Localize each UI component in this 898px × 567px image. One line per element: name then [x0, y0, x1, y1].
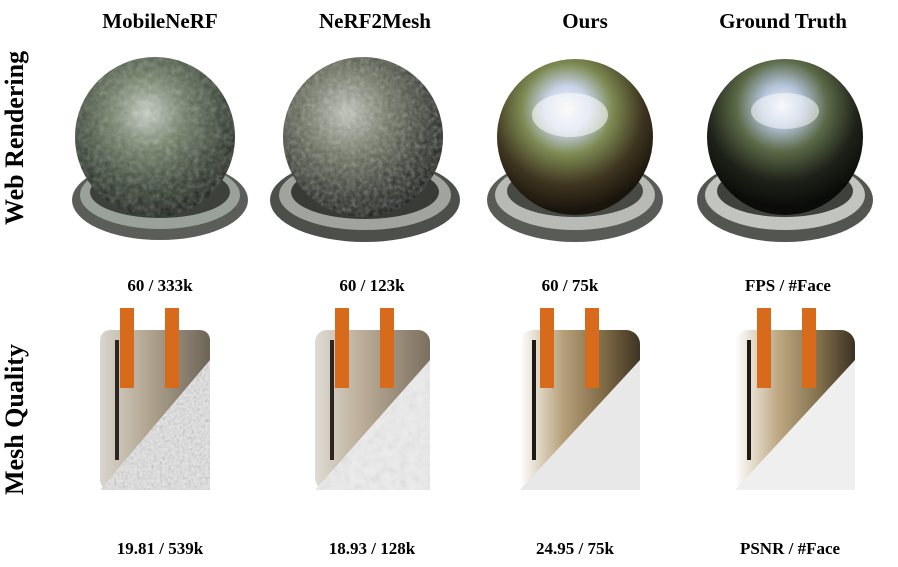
- metric-ours-psnr-faces: 24.95 / 75k: [536, 539, 614, 558]
- column-header-mobilenerf: MobileNeRF: [102, 9, 218, 33]
- row-label-web-rendering: Web Rendering: [0, 50, 29, 225]
- row-label-mesh-quality: Mesh Quality: [0, 344, 29, 495]
- metric-ours-fps-faces: 60 / 75k: [541, 276, 599, 295]
- metric-mobilenerf-psnr-faces: 19.81 / 539k: [116, 539, 204, 558]
- sphere-render-nerf2mesh: [265, 45, 465, 255]
- metric-nerf2mesh-psnr-faces: 18.93 / 128k: [328, 539, 416, 558]
- metric-legend-fps-faces: FPS / #Face: [745, 276, 831, 295]
- toaster-mesh-mobilenerf: [80, 300, 280, 510]
- toaster-mesh-nerf2mesh: [300, 300, 500, 510]
- sphere-render-ground-truth: [685, 45, 885, 255]
- metric-nerf2mesh-fps-faces: 60 / 123k: [339, 276, 405, 295]
- metric-mobilenerf-fps-faces: 60 / 333k: [127, 276, 193, 295]
- metric-legend-psnr-faces: PSNR / #Face: [739, 539, 841, 558]
- sphere-render-mobilenerf: [55, 45, 255, 255]
- sphere-render-ours: [470, 45, 670, 255]
- column-header-nerf2mesh: NeRF2Mesh: [319, 9, 431, 33]
- toaster-mesh-ground-truth: [725, 300, 898, 510]
- column-header-ours: Ours: [562, 9, 608, 33]
- column-header-ground-truth: Ground Truth: [719, 9, 847, 33]
- toaster-mesh-ours: [510, 300, 710, 510]
